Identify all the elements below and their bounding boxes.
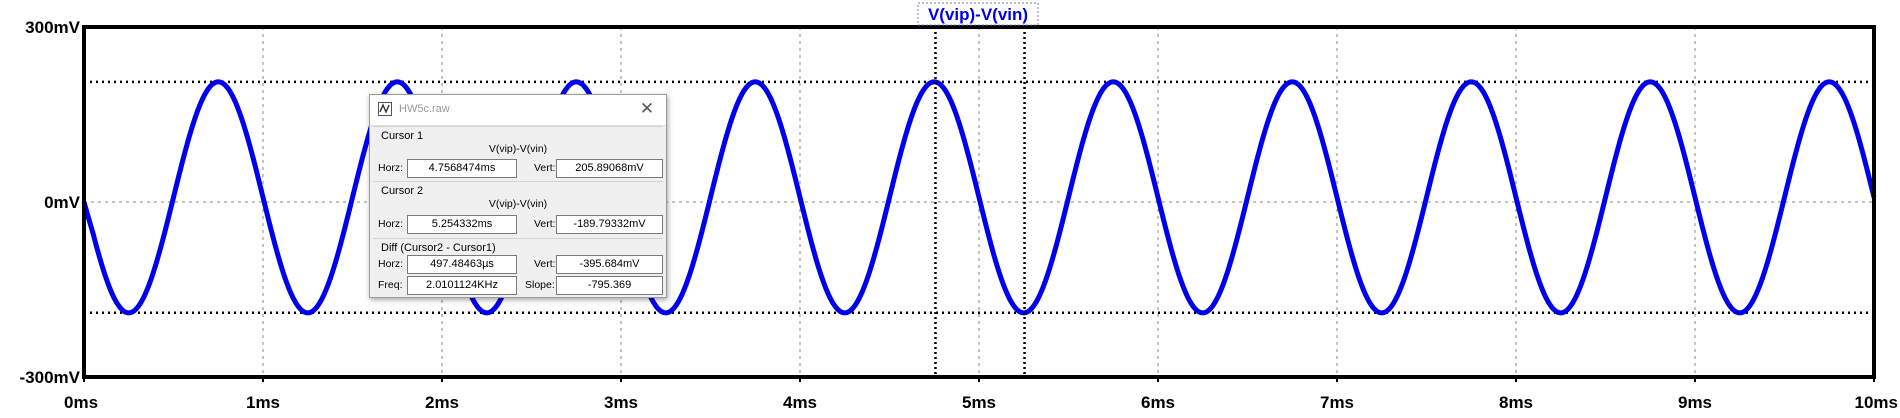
- diff-vert-label: Vert:: [534, 258, 556, 270]
- cursor1-header: Cursor 1: [381, 130, 424, 142]
- cursor-readout-dialog[interactable]: HW5c.raw ✕ Cursor 1 V(vip)-V(vin) Horz: …: [369, 94, 667, 298]
- y-axis-ticks: 300mV 0mV -300mV: [20, 18, 81, 387]
- cursor1-vert-label: Vert:: [534, 162, 556, 174]
- cursor1-vert-field[interactable]: 205.89068mV: [556, 159, 663, 178]
- diff-section: Diff (Cursor2 - Cursor1) Horz: 497.48463…: [373, 238, 663, 297]
- cursor1-section: Cursor 1 V(vip)-V(vin) Horz: 4.7568474ms…: [373, 126, 663, 181]
- x-tick-label: 10ms: [1855, 393, 1898, 412]
- x-tick-label: 2ms: [425, 393, 459, 412]
- x-tick-label: 0ms: [64, 393, 98, 412]
- diff-freq-field[interactable]: 2.0101124KHz: [407, 276, 517, 295]
- cursor2-header: Cursor 2: [381, 185, 424, 197]
- diff-horz-field[interactable]: 497.48463µs: [407, 255, 517, 274]
- x-tick-label: 7ms: [1320, 393, 1354, 412]
- diff-horz-label: Horz:: [378, 258, 404, 270]
- diff-slope-field[interactable]: -795.369: [556, 276, 663, 295]
- cursor2-section: Cursor 2 V(vip)-V(vin) Horz: 5.254332ms …: [373, 181, 663, 238]
- x-axis-ticks: 0ms 1ms 2ms 3ms 4ms 5ms 6ms 7ms 8ms 9ms 10ms: [64, 377, 1898, 412]
- ltspice-waveform-icon: [378, 102, 392, 116]
- dialog-title-bar[interactable]: HW5c.raw ✕: [370, 95, 666, 126]
- y-tick-label: 300mV: [25, 18, 80, 37]
- x-tick-label: 8ms: [1499, 393, 1533, 412]
- cursor2-horz-label: Horz:: [378, 218, 404, 230]
- x-tick-label: 6ms: [1141, 393, 1175, 412]
- cursors[interactable]: [934, 27, 1026, 377]
- cursor2-trace: V(vip)-V(vin): [488, 198, 548, 210]
- x-tick-label: 1ms: [246, 393, 280, 412]
- diff-vert-field[interactable]: -395.684mV: [556, 255, 663, 274]
- cursor1-trace: V(vip)-V(vin): [488, 143, 548, 155]
- x-tick-label: 5ms: [962, 393, 996, 412]
- cursor-level-lines: [84, 80, 1874, 314]
- trace-label-box[interactable]: V(vip)-V(vin): [917, 2, 1039, 26]
- trace-label[interactable]: V(vip)-V(vin): [928, 5, 1028, 24]
- dialog-title: HW5c.raw: [399, 103, 450, 115]
- diff-slope-label: Slope:: [525, 279, 555, 291]
- cursor1-horz-field[interactable]: 4.7568474ms: [407, 159, 517, 178]
- cursor2-vert-field[interactable]: -189.79332mV: [556, 215, 663, 234]
- cursor2-vert-label: Vert:: [534, 218, 556, 230]
- diff-header: Diff (Cursor2 - Cursor1): [381, 242, 496, 254]
- x-tick-label: 4ms: [783, 393, 817, 412]
- cursor1-horz-label: Horz:: [378, 162, 404, 174]
- y-tick-label: 0mV: [44, 193, 81, 212]
- cursor2-horz-field[interactable]: 5.254332ms: [407, 215, 517, 234]
- diff-freq-label: Freq:: [378, 279, 403, 291]
- trace-v-vip-minus-v-vin: [81, 79, 1877, 316]
- x-tick-label: 9ms: [1678, 393, 1712, 412]
- y-tick-label: -300mV: [20, 368, 81, 387]
- x-tick-label: 3ms: [604, 393, 638, 412]
- close-icon[interactable]: ✕: [639, 99, 655, 118]
